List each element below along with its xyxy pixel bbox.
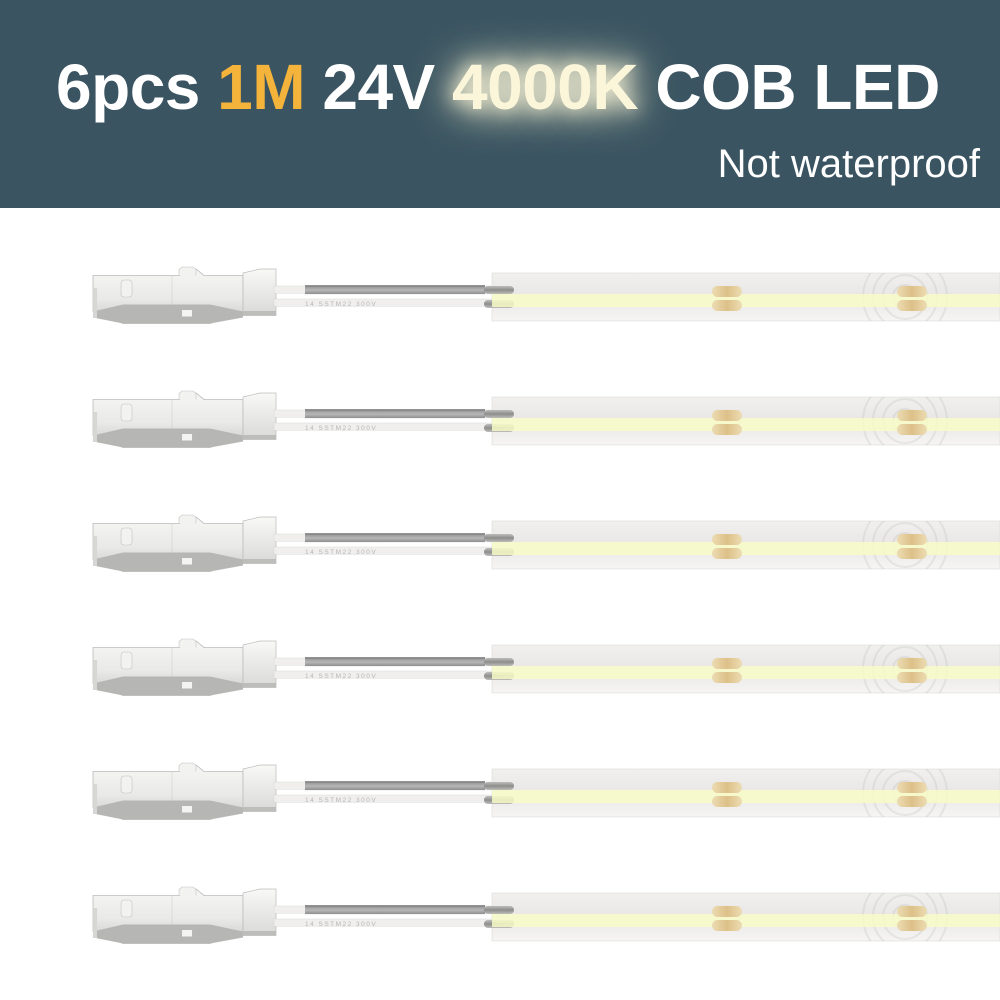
svg-text:14 SSTM22 300V: 14 SSTM22 300V: [305, 797, 377, 804]
svg-text:14 SSTM22 300V: 14 SSTM22 300V: [305, 920, 377, 927]
svg-text:14 SSTM22 300V: 14 SSTM22 300V: [305, 549, 377, 556]
svg-text:14 SSTM22 300V: 14 SSTM22 300V: [305, 673, 377, 680]
svg-text:14 SSTM22 300V: 14 SSTM22 300V: [305, 425, 377, 432]
svg-text:14 SSTM22 300V: 14 SSTM22 300V: [305, 301, 377, 308]
